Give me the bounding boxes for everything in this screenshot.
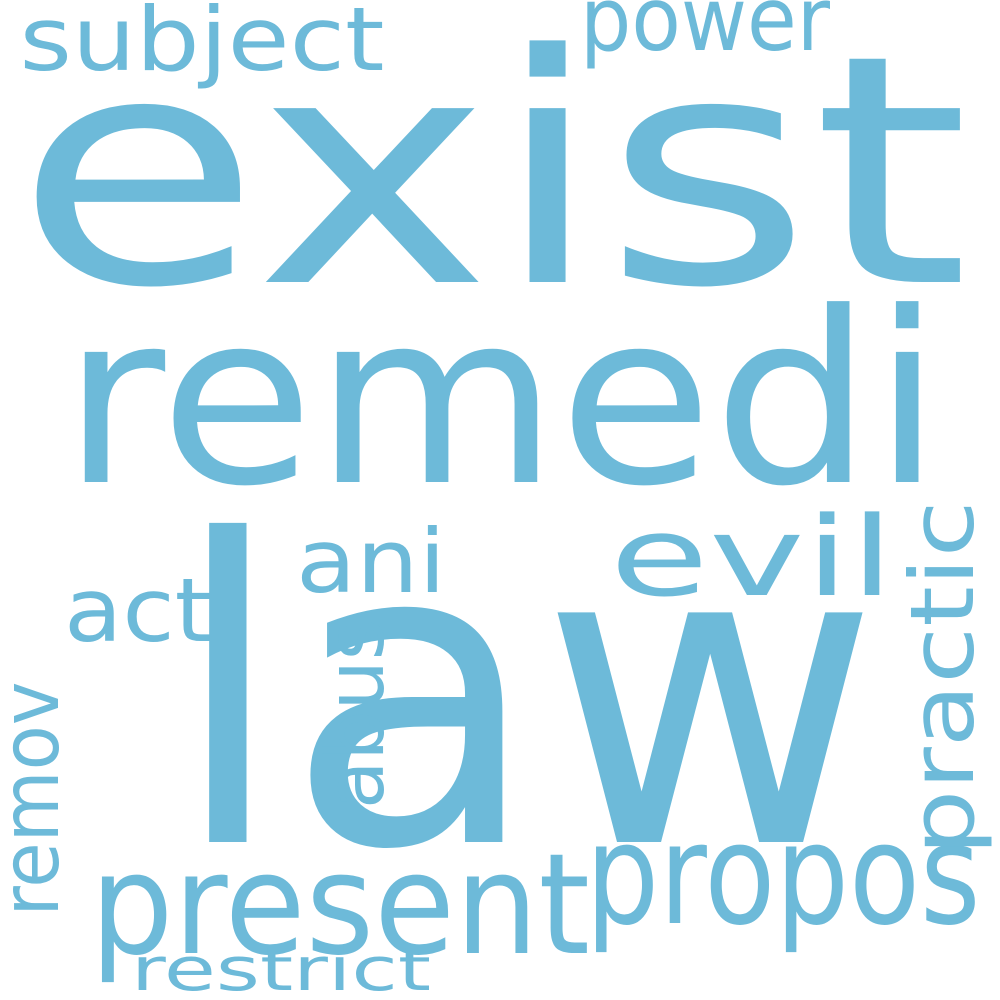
word-law: law xyxy=(170,453,880,942)
word-power: power xyxy=(580,0,831,71)
word-abus: abus xyxy=(309,619,402,809)
word-evil: evil xyxy=(610,493,895,621)
word-propos: propos xyxy=(586,794,981,957)
word-present: present xyxy=(90,824,590,987)
word-restrict: restrict xyxy=(131,935,431,1000)
word-remov: remov xyxy=(0,682,77,917)
word-subject: subject xyxy=(20,0,385,91)
word-act: act xyxy=(64,559,212,662)
word-exist: exist xyxy=(15,0,970,357)
word-ani: ani xyxy=(296,510,446,613)
word-remedi: remedi xyxy=(62,262,942,539)
word-practic: practic xyxy=(891,501,994,856)
